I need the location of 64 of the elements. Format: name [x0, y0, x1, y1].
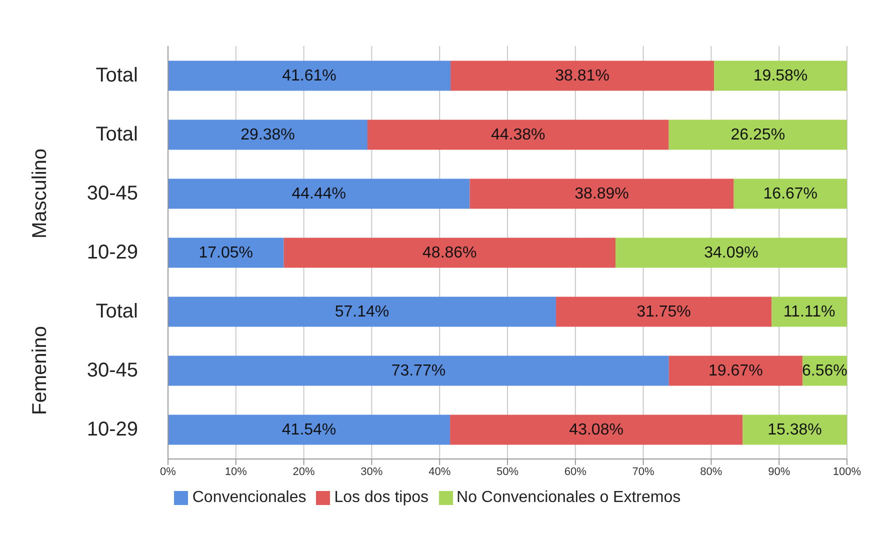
x-tick-label: 30% — [360, 466, 383, 478]
x-tick-label: 10% — [224, 466, 248, 478]
text: Masculino — [29, 148, 51, 239]
data-label: 41.61% — [282, 67, 336, 84]
bar — [284, 238, 616, 268]
bar — [168, 414, 450, 445]
y-tick-label: 30-45 — [86, 182, 138, 204]
data-label: 44.44% — [292, 185, 346, 202]
data-label: 57.14% — [334, 303, 390, 320]
data-label: 29.38% — [240, 126, 295, 144]
x-tick-label: 70% — [632, 466, 655, 478]
bar — [714, 60, 847, 91]
bar — [168, 238, 284, 268]
bar — [668, 356, 802, 386]
legend-label: Convencionales — [192, 489, 306, 506]
bar — [168, 60, 451, 91]
bar — [450, 414, 743, 445]
data-label: 34.09% — [704, 244, 758, 262]
data-label: 48.86% — [422, 244, 477, 262]
y-tick-label: 10-29 — [86, 418, 138, 440]
bar — [734, 178, 847, 209]
data-label: 38.81% — [555, 67, 610, 84]
data-label: 44.38% — [491, 126, 546, 144]
data-label: 6.56% — [802, 362, 848, 380]
bar — [168, 120, 368, 150]
x-tick-label: 90% — [768, 466, 790, 478]
data-label: 19.58% — [753, 67, 808, 84]
data-label: 19.67% — [708, 362, 763, 380]
data-label: 31.75% — [636, 303, 691, 320]
bar — [367, 120, 669, 150]
bar — [168, 356, 669, 386]
y-tick-label: Total — [96, 124, 138, 146]
legend-label: Los dos tipos — [334, 489, 429, 506]
data-label: 16.67% — [763, 185, 818, 202]
x-tick-label: 0% — [160, 466, 176, 478]
data-label: 26.25% — [730, 126, 786, 144]
data-label: 43.08% — [569, 421, 624, 438]
x-tick-label: 20% — [292, 466, 316, 478]
bar — [168, 178, 470, 209]
data-label: 15.38% — [768, 421, 822, 438]
bar — [668, 120, 847, 150]
y-tick-label: Total — [96, 64, 138, 86]
bar — [742, 414, 847, 445]
y-tick-label: 10-29 — [86, 242, 138, 264]
data-label: 11.11% — [783, 303, 836, 320]
x-tick-label: 60% — [564, 466, 587, 478]
bar — [470, 178, 734, 209]
data-label: 41.54% — [282, 421, 336, 438]
x-tick-label: 80% — [700, 466, 722, 478]
x-tick-label: 50% — [496, 466, 519, 478]
x-tick-label: 100% — [832, 466, 862, 478]
x-tick-label: 40% — [428, 466, 451, 478]
bar — [450, 60, 714, 91]
bar — [168, 296, 556, 327]
bar — [772, 296, 847, 327]
text: Femenino — [29, 326, 51, 415]
data-label: 38.89% — [574, 185, 629, 202]
y-tick-label: Total — [96, 300, 138, 322]
data-label: 17.05% — [198, 244, 254, 262]
legend-label: No Convencionales o Extremos — [456, 489, 681, 506]
data-label: 73.77% — [391, 362, 446, 380]
bar — [556, 296, 772, 327]
y-tick-label: 30-45 — [86, 360, 138, 382]
bar — [616, 238, 847, 268]
